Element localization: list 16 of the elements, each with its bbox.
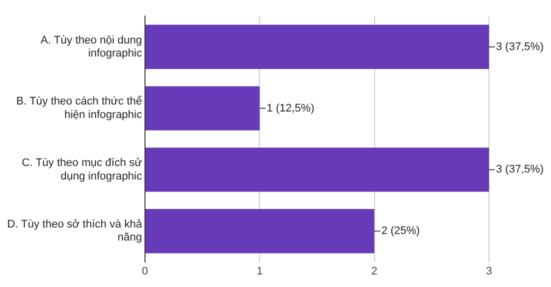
bar (145, 86, 260, 130)
bar (145, 148, 489, 192)
x-tick-label: 0 (142, 265, 148, 278)
x-tick-label: 2 (371, 265, 378, 278)
bar (145, 24, 489, 70)
y-tick-label: B. Tùy theo cách thức thể hiện infographic (16, 96, 142, 121)
data-label: 2 (25%) (381, 225, 420, 238)
x-tick-label: 3 (486, 265, 492, 278)
data-label: 3 (37,5%) (496, 164, 544, 176)
data-label: 3 (37,5%) (496, 40, 544, 53)
data-label: 1 (12,5%) (266, 102, 314, 114)
y-tick-label: D. Tùy theo sở thích và khả năng (7, 218, 143, 244)
y-tick-label: C. Tùy theo mục đích sử dụng infographic (22, 157, 143, 182)
y-tick-label: A. Tùy theo nội dung infographic (40, 34, 142, 60)
bar (145, 208, 374, 254)
x-tick-label: 1 (256, 265, 263, 278)
